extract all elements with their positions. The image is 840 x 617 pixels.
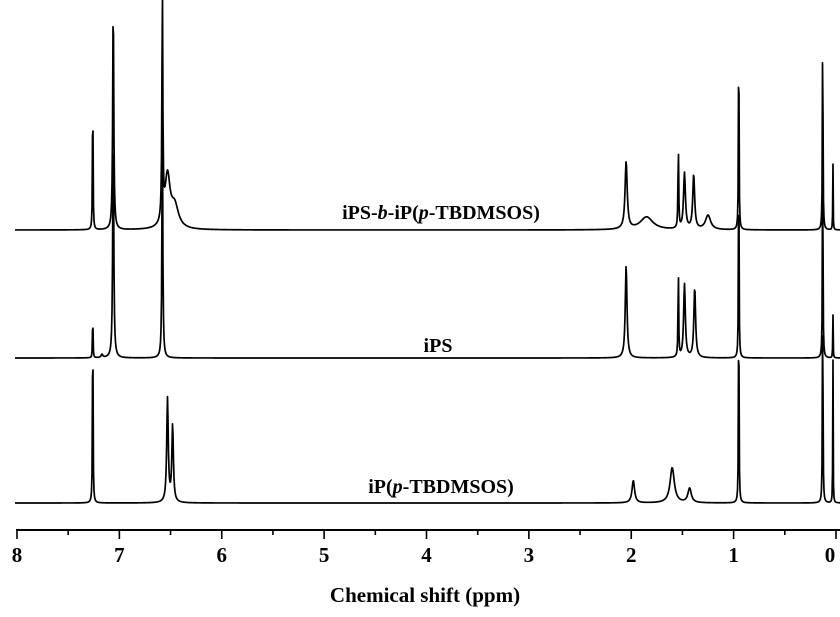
spectrum-trace-1 [14, 0, 840, 231]
spectrum-trace-2 [14, 138, 840, 359]
spectrum-label-2: iPS [424, 335, 453, 357]
x-axis-title: Chemical shift (ppm) [330, 583, 520, 607]
spectrum-label-3: iP(p-TBDMSOS) [368, 476, 514, 498]
spectrum-labels: iPS-b-iP(p-TBDMSOS) iPS iP(p-TBDMSOS) [342, 202, 540, 498]
x-tick-label: 3 [524, 543, 535, 567]
spectrum-trace-3 [14, 334, 840, 504]
spectrum-traces [14, 0, 840, 504]
x-tick-label: 4 [421, 543, 432, 567]
x-tick-label: 8 [12, 543, 23, 567]
x-tick-label: 0 [825, 543, 836, 567]
x-tick-label: 1 [728, 543, 739, 567]
spectrum-label-1: iPS-b-iP(p-TBDMSOS) [342, 202, 540, 224]
x-axis-ticks: 8 7 6 5 4 3 2 1 0 [12, 530, 837, 567]
x-tick-label: 6 [217, 543, 228, 567]
x-tick-label: 2 [626, 543, 637, 567]
x-tick-label: 5 [319, 543, 330, 567]
x-tick-label: 7 [114, 543, 125, 567]
